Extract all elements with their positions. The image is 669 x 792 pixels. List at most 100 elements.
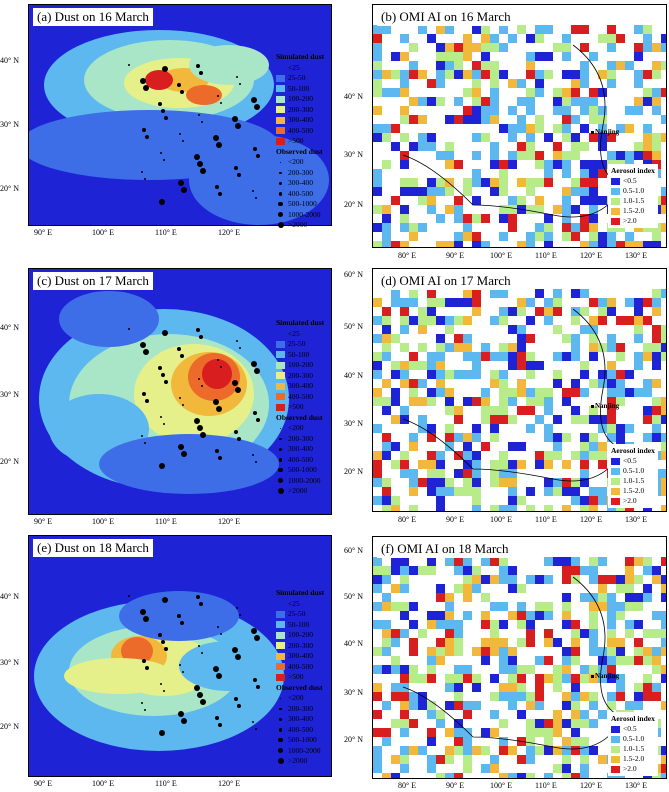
- aerosol-index-cell: [436, 487, 445, 496]
- aerosol-index-cell: [382, 223, 391, 232]
- aerosol-index-cell: [562, 575, 571, 584]
- aerosol-index-cell: [454, 115, 463, 124]
- aerosol-index-cell: [544, 232, 553, 241]
- aerosol-index-cell: [481, 638, 490, 647]
- aerosol-index-cell: [616, 379, 625, 388]
- observed-station-dot: [181, 718, 187, 724]
- aerosol-index-cell: [481, 52, 490, 61]
- aerosol-index-cell: [382, 602, 391, 611]
- aerosol-index-cell: [652, 665, 661, 674]
- aerosol-index-cell: [499, 638, 508, 647]
- aerosol-index-cell: [643, 25, 652, 34]
- aerosol-index-cell: [598, 487, 607, 496]
- aerosol-index-cell: [382, 334, 391, 343]
- sim-legend-item: >500: [276, 672, 324, 683]
- aerosol-index-cell: [571, 496, 580, 505]
- aerosol-index-cell: [571, 205, 580, 214]
- aerosol-index-cell: [643, 406, 652, 415]
- aerosol-index-cell: [445, 773, 454, 778]
- aerosol-index-cell: [661, 433, 666, 442]
- aerosol-index-cell: [616, 397, 625, 406]
- aerosol-index-cell: [373, 178, 382, 187]
- aerosol-index-cell: [400, 88, 409, 97]
- dust-concentration-blob: [186, 85, 222, 105]
- aerosol-index-cell: [535, 602, 544, 611]
- aerosol-index-cell: [463, 433, 472, 442]
- aerosol-index-cell: [544, 773, 553, 778]
- aerosol-index-cell: [508, 151, 517, 160]
- observed-station-dot: [239, 614, 241, 616]
- sim-legend-label: 25-50: [288, 73, 306, 82]
- observed-station-dot: [199, 335, 203, 339]
- aerosol-index-cell: [589, 638, 598, 647]
- aerosol-index-cell: [652, 289, 661, 298]
- observed-station-dot: [198, 378, 200, 380]
- sim-legend-item: 300-400: [276, 115, 324, 126]
- observed-station-dot: [201, 385, 203, 387]
- aerosol-index-cell: [400, 361, 409, 370]
- ai-legend-swatch: [611, 197, 620, 205]
- sim-legend-label: <25: [288, 62, 300, 72]
- aerosol-index-cell: [526, 88, 535, 97]
- aerosol-index-cell: [634, 151, 643, 160]
- observed-station-dot: [161, 640, 165, 644]
- aerosol-index-cell: [490, 415, 499, 424]
- lon-tick-100-d: 100° E: [490, 515, 513, 524]
- aerosol-index-cell: [535, 25, 544, 34]
- aerosol-index-cell: [409, 289, 418, 298]
- lon-tick-100-e: 100° E: [92, 779, 115, 788]
- observed-station-dot: [213, 399, 219, 405]
- aerosol-index-cell: [571, 307, 580, 316]
- aerosol-index-cell: [607, 593, 616, 602]
- aerosol-index-cell: [472, 214, 481, 223]
- aerosol-index-cell: [517, 325, 526, 334]
- aerosol-index-cell: [490, 424, 499, 433]
- aerosol-index-cell: [526, 361, 535, 370]
- aerosol-index-cell: [526, 106, 535, 115]
- aerosol-index-cell: [472, 487, 481, 496]
- aerosol-index-cell: [571, 97, 580, 106]
- obs-legend-item: 400-500: [276, 455, 324, 466]
- aerosol-index-cell: [454, 433, 463, 442]
- aerosol-index-cell: [373, 133, 382, 142]
- obs-legend-label: >2000: [288, 756, 308, 765]
- aerosol-index-cell: [454, 469, 463, 478]
- aerosol-index-cell: [490, 557, 499, 566]
- aerosol-index-cell: [517, 334, 526, 343]
- aerosol-index-cell: [580, 442, 589, 451]
- aerosol-index-cell: [463, 566, 472, 575]
- aerosol-index-cell: [652, 406, 661, 415]
- lon-tick-80-f: 80° E: [398, 781, 417, 790]
- lat-tick-30-f: 30° N: [344, 688, 363, 697]
- dust-legend-c: Simulated dust <25 25-50 50-100 100-200 200-3…: [276, 318, 324, 497]
- aerosol-index-cell: [589, 334, 598, 343]
- aerosol-index-cell: [625, 241, 634, 247]
- aerosol-index-cell: [517, 638, 526, 647]
- aerosol-index-cell: [436, 79, 445, 88]
- aerosol-index-cell: [544, 602, 553, 611]
- aerosol-index-cell: [598, 602, 607, 611]
- aerosol-index-cell: [391, 361, 400, 370]
- aerosol-index-cell: [580, 289, 589, 298]
- sim-legend-item: 300-400: [276, 381, 324, 392]
- aerosol-index-cell: [661, 223, 666, 232]
- obs-legend-item: >2000: [276, 486, 324, 497]
- aerosol-index-cell: [643, 97, 652, 106]
- aerosol-index-cell: [607, 424, 616, 433]
- aerosol-index-cell: [400, 79, 409, 88]
- aerosol-index-cell: [553, 764, 562, 773]
- obs-legend-cell: [276, 707, 285, 710]
- aerosol-index-cell: [652, 61, 661, 70]
- aerosol-index-cell: [418, 142, 427, 151]
- aerosol-index-cell: [436, 298, 445, 307]
- sim-legend-title: Simulated dust: [276, 52, 325, 61]
- aerosol-index-cell: [562, 169, 571, 178]
- aerosol-index-cell: [499, 719, 508, 728]
- aerosol-index-cell: [400, 584, 409, 593]
- aerosol-index-cell: [562, 602, 571, 611]
- aerosol-index-cell: [409, 388, 418, 397]
- aerosol-index-cell: [526, 620, 535, 629]
- aerosol-index-cell: [535, 397, 544, 406]
- aerosol-index-cell: [508, 397, 517, 406]
- sim-legend-swatch: [276, 116, 285, 124]
